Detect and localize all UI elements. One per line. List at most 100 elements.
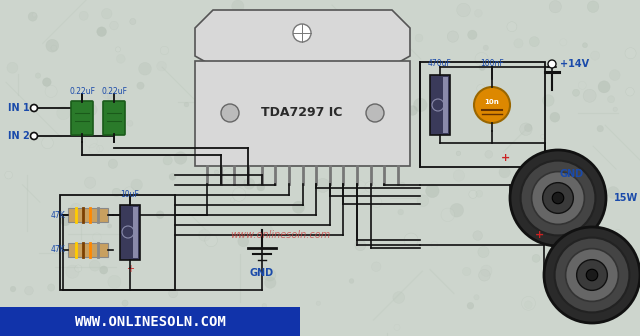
Circle shape <box>393 292 404 303</box>
Circle shape <box>116 54 125 63</box>
Circle shape <box>548 60 556 68</box>
Circle shape <box>169 173 176 180</box>
Circle shape <box>524 301 532 309</box>
Circle shape <box>609 70 620 80</box>
Polygon shape <box>195 10 410 66</box>
Circle shape <box>510 150 606 246</box>
Text: IN 1: IN 1 <box>8 103 30 113</box>
Circle shape <box>560 39 567 46</box>
Circle shape <box>366 104 384 122</box>
Circle shape <box>453 170 465 181</box>
Circle shape <box>479 269 490 281</box>
Circle shape <box>582 43 588 48</box>
Circle shape <box>277 47 285 55</box>
Bar <box>420 62 545 167</box>
Circle shape <box>230 198 235 202</box>
Circle shape <box>553 218 558 223</box>
Circle shape <box>205 234 218 247</box>
Circle shape <box>47 284 55 291</box>
Circle shape <box>293 24 311 42</box>
Circle shape <box>607 281 612 286</box>
Circle shape <box>583 89 596 102</box>
Circle shape <box>579 81 586 89</box>
Circle shape <box>431 241 438 248</box>
Circle shape <box>450 203 463 217</box>
Circle shape <box>522 296 536 310</box>
Circle shape <box>579 206 588 215</box>
Circle shape <box>390 133 398 141</box>
Circle shape <box>572 188 577 194</box>
Text: IN 2: IN 2 <box>8 131 30 141</box>
Circle shape <box>485 151 493 158</box>
Text: +14V: +14V <box>560 59 589 69</box>
Circle shape <box>544 160 550 166</box>
Circle shape <box>89 144 99 154</box>
Text: 10uF: 10uF <box>120 190 140 199</box>
Bar <box>133 207 138 258</box>
Circle shape <box>522 221 529 228</box>
Circle shape <box>137 82 144 89</box>
Circle shape <box>79 11 88 20</box>
Text: www.onlinesoln.com: www.onlinesoln.com <box>230 230 330 240</box>
Circle shape <box>475 52 488 66</box>
Circle shape <box>371 197 382 207</box>
Circle shape <box>70 203 82 215</box>
Circle shape <box>239 151 250 163</box>
Circle shape <box>85 135 97 148</box>
Text: TDA7297 IC: TDA7297 IC <box>261 107 342 120</box>
Circle shape <box>323 56 328 61</box>
Circle shape <box>90 260 100 271</box>
FancyBboxPatch shape <box>71 101 93 135</box>
Circle shape <box>102 8 112 19</box>
Circle shape <box>157 61 166 71</box>
Circle shape <box>93 233 101 242</box>
Circle shape <box>474 87 510 123</box>
Circle shape <box>353 180 366 194</box>
Circle shape <box>174 152 187 164</box>
Circle shape <box>587 182 593 188</box>
Circle shape <box>31 132 38 139</box>
Circle shape <box>292 201 305 213</box>
Text: WWW.ONLINESOLN.COM: WWW.ONLINESOLN.COM <box>75 315 225 329</box>
Circle shape <box>97 27 106 37</box>
Circle shape <box>238 236 249 247</box>
Circle shape <box>363 113 369 119</box>
Circle shape <box>24 286 33 295</box>
Circle shape <box>77 315 88 326</box>
Circle shape <box>7 62 18 73</box>
Circle shape <box>546 262 551 267</box>
Circle shape <box>586 269 598 281</box>
Circle shape <box>198 229 211 241</box>
Circle shape <box>241 140 245 144</box>
Circle shape <box>577 260 607 290</box>
Circle shape <box>479 64 486 71</box>
Circle shape <box>260 224 273 237</box>
Circle shape <box>285 235 289 240</box>
Circle shape <box>184 102 189 107</box>
Circle shape <box>532 172 584 224</box>
Circle shape <box>520 161 595 236</box>
Circle shape <box>108 159 118 168</box>
Bar <box>443 77 448 133</box>
Circle shape <box>457 3 470 17</box>
Circle shape <box>392 62 400 70</box>
Circle shape <box>51 45 57 51</box>
Text: GND: GND <box>250 268 274 278</box>
Bar <box>60 195 175 290</box>
Circle shape <box>232 188 246 201</box>
Bar <box>430 75 450 135</box>
Circle shape <box>84 177 96 188</box>
Circle shape <box>607 96 614 103</box>
Circle shape <box>543 183 573 213</box>
Circle shape <box>552 192 564 204</box>
Text: 10n: 10n <box>484 99 499 105</box>
Circle shape <box>478 246 489 258</box>
Circle shape <box>408 106 417 115</box>
Circle shape <box>264 277 276 288</box>
Circle shape <box>102 87 114 99</box>
Text: +: + <box>500 153 509 163</box>
Circle shape <box>244 178 255 189</box>
Circle shape <box>60 215 71 226</box>
Circle shape <box>349 279 354 284</box>
Circle shape <box>280 320 289 329</box>
